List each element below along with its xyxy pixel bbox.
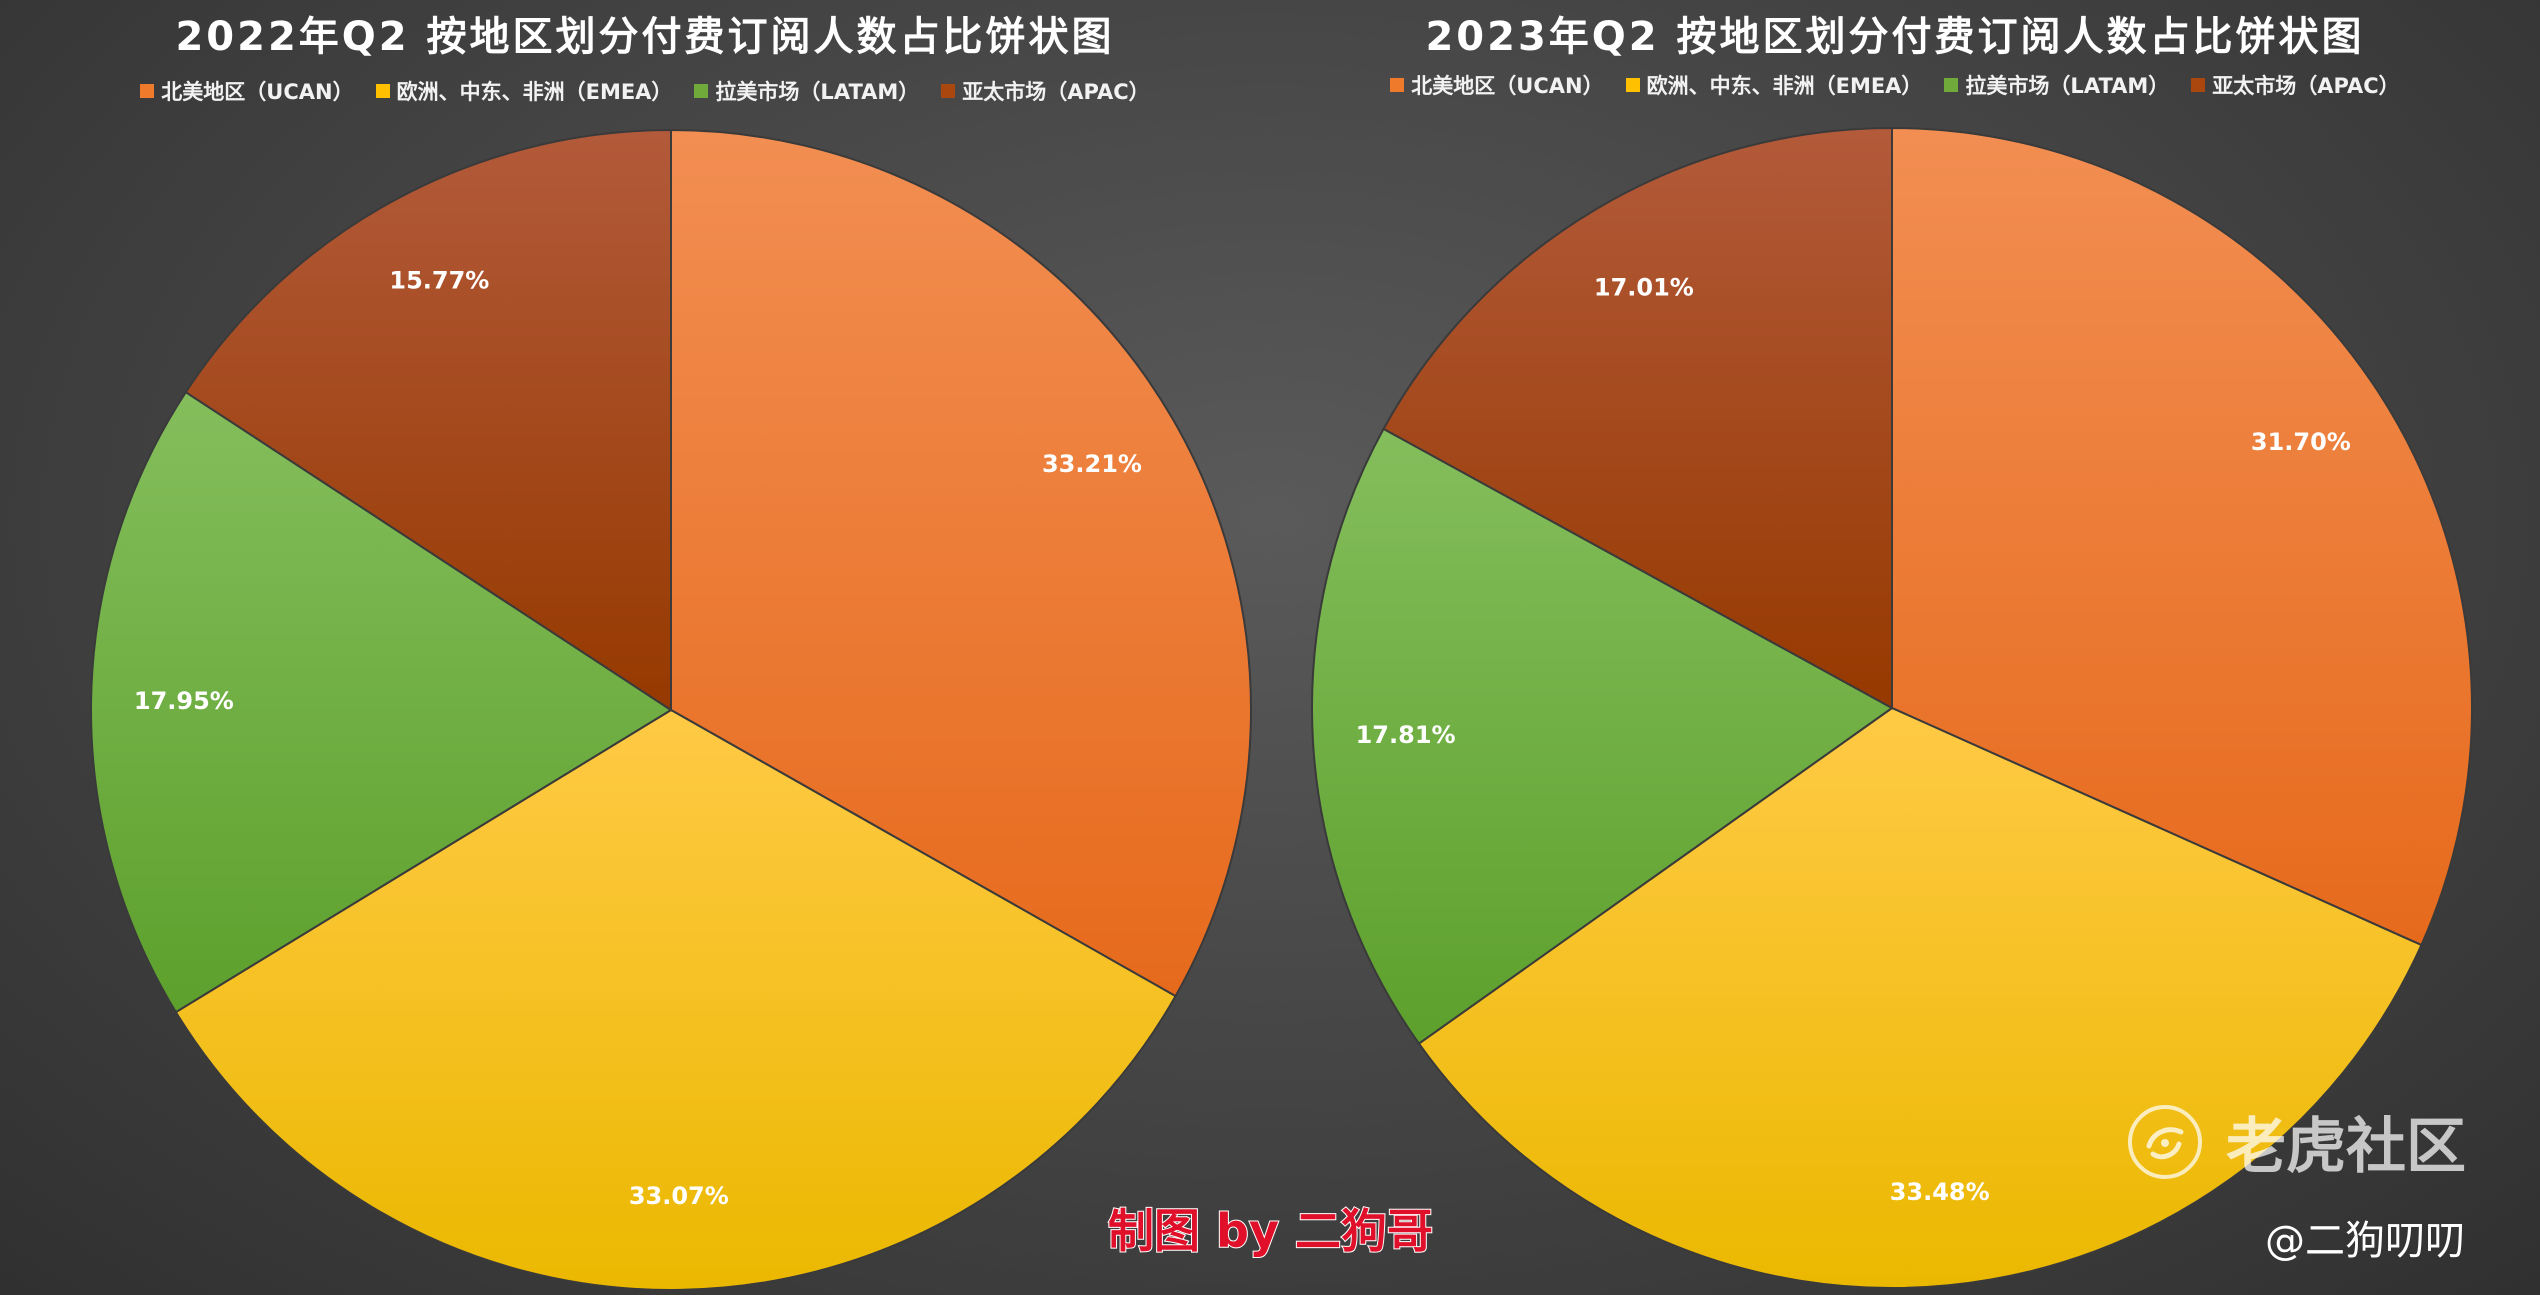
legend-item-ucan: 北美地区（UCAN） — [1390, 70, 1604, 100]
legend-item-ucan: 北美地区（UCAN） — [140, 76, 354, 106]
pie-slice-emea — [174, 708, 1177, 1292]
pie-slice-ucan — [1891, 126, 2473, 947]
legend-item-apac: 亚太市场（APAC） — [2191, 70, 2400, 100]
author-handle: @二狗叨叨 — [2265, 1218, 2465, 1264]
slice-label-emea: 33.48% — [1890, 1178, 1990, 1206]
legend-swatch — [1625, 78, 1640, 92]
legend-label: 拉美市场（LATAM） — [1965, 74, 2170, 98]
legend-swatch — [1944, 78, 1959, 92]
chart-2022-panel: 2022年Q2 按地区划分付费订阅人数占比饼状图 北美地区（UCAN） 欧洲、中… — [0, 14, 1290, 1292]
legend-swatch — [140, 84, 155, 98]
legend-item-apac: 亚太市场（APAC） — [941, 76, 1150, 106]
slice-label-ucan: 31.70% — [2251, 428, 2351, 456]
pie-slice-apac — [1382, 126, 1893, 710]
chart-legend: 北美地区（UCAN） 欧洲、中东、非洲（EMEA） 拉美市场（LATAM） 亚太… — [1250, 70, 2540, 100]
legend-swatch — [941, 84, 956, 98]
legend-item-latam: 拉美市场（LATAM） — [694, 76, 919, 106]
legend-label: 亚太市场（APAC） — [2212, 74, 2400, 98]
legend-label: 北美地区（UCAN） — [1411, 74, 1604, 98]
legend-item-emea: 欧洲、中东、非洲（EMEA） — [1625, 70, 1923, 100]
slice-label-apac: 15.77% — [389, 266, 489, 294]
legend-swatch — [1390, 78, 1405, 92]
slice-label-ucan: 33.21% — [1042, 450, 1142, 478]
legend-label: 欧洲、中东、非洲（EMEA） — [396, 80, 673, 104]
slice-label-emea: 33.07% — [629, 1182, 729, 1210]
slice-label-latam: 17.95% — [134, 687, 234, 715]
legend-label: 亚太市场（APAC） — [962, 80, 1150, 104]
tiger-community-logo-icon — [2128, 1104, 2202, 1179]
slice-label-latam: 17.81% — [1356, 721, 1456, 749]
chart-credit: 制图 by 二狗哥 — [1107, 1203, 1434, 1259]
legend-swatch — [694, 84, 709, 98]
chart-legend: 北美地区（UCAN） 欧洲、中东、非洲（EMEA） 拉美市场（LATAM） 亚太… — [0, 76, 1290, 106]
chart-title: 2023年Q2 按地区划分付费订阅人数占比饼状图 — [1425, 14, 2365, 60]
pie-chart-2022: 33.21% 33.07% 17.95% 15.77% — [89, 128, 1253, 1292]
watermark-brand: 老虎社区 — [2226, 1112, 2466, 1182]
legend-label: 北美地区（UCAN） — [161, 80, 354, 104]
pie-slice-latam — [1311, 427, 1894, 1045]
legend-label: 欧洲、中东、非洲（EMEA） — [1646, 74, 1923, 98]
legend-label: 拉美市场（LATAM） — [715, 80, 920, 104]
chart-title: 2022年Q2 按地区划分付费订阅人数占比饼状图 — [175, 14, 1115, 60]
legend-swatch — [2191, 78, 2206, 92]
legend-swatch — [375, 84, 390, 98]
watermark: 老虎社区 — [2128, 1098, 2466, 1185]
legend-item-latam: 拉美市场（LATAM） — [1944, 70, 2169, 100]
legend-item-emea: 欧洲、中东、非洲（EMEA） — [375, 76, 673, 106]
pie-slice-latam — [89, 390, 673, 1014]
slice-label-apac: 17.01% — [1594, 274, 1694, 302]
pie-slice-ucan — [670, 128, 1253, 998]
pie-slice-apac — [184, 128, 672, 712]
